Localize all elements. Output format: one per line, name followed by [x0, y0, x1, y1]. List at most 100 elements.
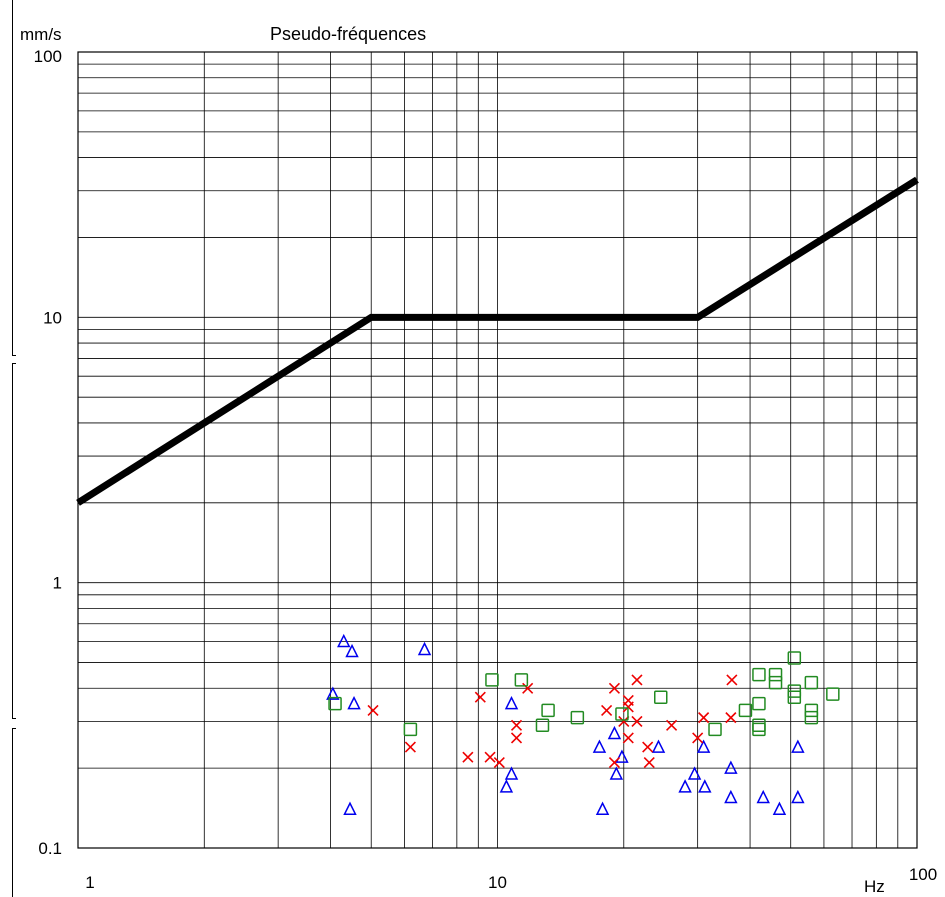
y-axis-label: mm/s: [20, 25, 62, 44]
triangle-marker: [504, 766, 519, 780]
triangle-marker: [347, 695, 361, 710]
cross-marker: [462, 751, 474, 763]
cross-stroke: [510, 719, 523, 731]
data-points: [326, 633, 840, 815]
cross-stroke: [474, 691, 486, 703]
square-marker: [752, 722, 766, 737]
triangle-marker: [607, 725, 622, 740]
cross-stroke: [608, 756, 621, 769]
triangle-marker: [345, 643, 359, 658]
cross-stroke: [484, 751, 496, 763]
square-marker: [570, 710, 585, 725]
square-marker: [826, 687, 840, 701]
cross-stroke: [622, 701, 634, 713]
cross-marker: [631, 715, 643, 727]
cross-marker: [474, 691, 486, 703]
square-marker: [768, 675, 783, 690]
cross-marker: [726, 674, 738, 686]
cross-stroke: [618, 715, 630, 727]
y-tick-label: 10: [43, 308, 62, 327]
y-tick-labels: 0.1 1 10 100: [34, 47, 62, 858]
cross-stroke: [522, 682, 534, 694]
cross-stroke: [725, 712, 737, 724]
cross-marker: [510, 732, 523, 744]
triangle-marker: [687, 766, 702, 780]
square-marker: [485, 673, 499, 687]
triangle-marker: [651, 739, 666, 753]
grid: [78, 52, 917, 848]
square-marker: [738, 703, 753, 718]
cross-stroke: [462, 751, 474, 763]
triangle-marker: [609, 766, 624, 780]
square-marker: [768, 667, 783, 682]
square-marker: [787, 651, 802, 665]
cross-marker: [725, 712, 737, 724]
plot-frame: [77, 51, 918, 849]
cross-marker: [404, 741, 416, 753]
cross-marker: [608, 756, 621, 769]
chart-title: Pseudo-fréquences: [270, 24, 426, 44]
cross-marker: [666, 719, 678, 731]
square-marker: [752, 696, 766, 711]
cross-stroke: [367, 704, 379, 716]
triangle-marker: [592, 739, 607, 753]
cross-marker: [622, 701, 634, 713]
triangle-marker: [678, 779, 692, 793]
triangle-marker: [343, 801, 357, 815]
square-marker: [804, 675, 819, 690]
triangle-marker: [595, 801, 610, 815]
cross-marker: [618, 715, 630, 727]
triangle-marker: [696, 739, 711, 753]
x-tick-label: 100: [909, 865, 937, 884]
triangle-marker: [698, 779, 712, 793]
triangle-marker: [772, 801, 787, 815]
cross-stroke: [493, 756, 505, 769]
cross-marker: [484, 751, 496, 763]
cross-stroke: [622, 732, 634, 744]
square-marker: [654, 690, 668, 704]
cross-stroke: [631, 715, 643, 727]
cross-marker: [510, 719, 523, 731]
triangle-marker: [724, 760, 738, 774]
cross-stroke: [608, 682, 621, 694]
cross-stroke: [666, 719, 678, 731]
cross-marker: [643, 756, 655, 769]
cross-marker: [493, 756, 505, 769]
y-tick-label: 100: [34, 47, 62, 66]
triangle-marker: [724, 789, 738, 804]
cross-stroke: [726, 674, 738, 686]
triangle-marker: [326, 686, 340, 700]
x-tick-labels: 1 10 100: [85, 865, 937, 892]
cross-marker: [622, 732, 634, 744]
x-axis-label: Hz: [864, 877, 885, 896]
triangle-marker: [504, 695, 519, 710]
square-marker: [328, 696, 342, 711]
limit-curve: [76, 176, 919, 506]
cross-stroke: [510, 732, 523, 744]
cross-marker: [631, 674, 643, 686]
cross-stroke: [631, 674, 643, 686]
x-tick-label: 1: [85, 873, 94, 892]
triangle-marker: [791, 739, 805, 753]
square-marker: [804, 703, 819, 718]
square-marker: [535, 718, 550, 733]
square-marker: [708, 722, 722, 737]
cross-marker: [698, 712, 710, 724]
square-marker: [804, 710, 819, 725]
cross-marker: [692, 732, 704, 744]
x-tick-label: 10: [488, 873, 507, 892]
cross-marker: [367, 704, 379, 716]
triangle-marker: [756, 789, 770, 804]
cross-marker: [601, 704, 613, 716]
y-tick-label: 1: [53, 574, 62, 593]
triangle-marker: [337, 633, 351, 648]
square-marker: [403, 722, 418, 737]
square-marker: [514, 673, 529, 687]
square-marker: [752, 667, 766, 682]
left-border: [12, 0, 16, 897]
cross-stroke: [642, 741, 654, 753]
triangle-marker: [791, 789, 805, 804]
cross-stroke: [692, 732, 704, 744]
cross-stroke: [698, 712, 710, 724]
